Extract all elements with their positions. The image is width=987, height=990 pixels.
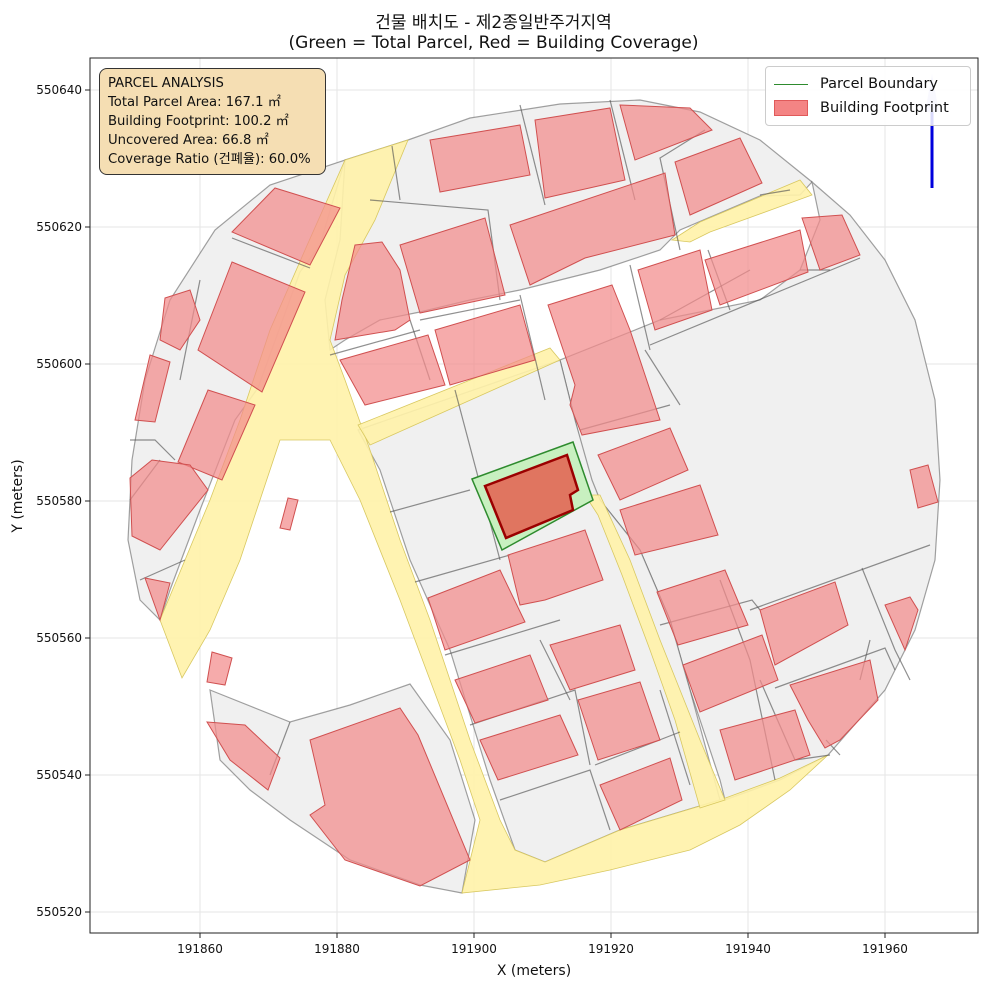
building-coverage — [483, 453, 580, 540]
building — [309, 707, 471, 887]
building — [177, 389, 256, 481]
x-tick-label: 191860 — [177, 942, 223, 956]
x-tick-label: 191920 — [588, 942, 634, 956]
building — [479, 714, 579, 781]
road-diagonal-west — [159, 139, 829, 894]
info-footprint: Building Footprint: 100.2 ㎡ — [108, 114, 289, 129]
info-heading: PARCEL ANALYSIS — [108, 76, 224, 91]
building — [339, 334, 446, 406]
legend-label: Building Footprint — [820, 100, 949, 116]
y-tick-label: 550640 — [36, 83, 82, 97]
building — [719, 709, 811, 781]
building — [206, 721, 281, 791]
target-parcel[interactable] — [471, 441, 594, 552]
building-fill-swatch — [774, 100, 808, 116]
parcel-analysis-box: PARCEL ANALYSIS Total Parcel Area: 167.1… — [99, 68, 326, 175]
legend-item-building: Building Footprint — [774, 98, 949, 118]
building — [637, 249, 713, 331]
roads — [159, 139, 829, 894]
road-north-east — [670, 179, 813, 243]
building — [577, 681, 661, 761]
info-coverage: Coverage Ratio (건폐율): 60.0% — [108, 152, 311, 167]
building — [434, 304, 536, 386]
building — [144, 577, 171, 622]
building — [159, 289, 201, 351]
y-tick-label: 550540 — [36, 768, 82, 782]
building — [549, 624, 636, 691]
y-tick-label: 550600 — [36, 357, 82, 371]
legend: Parcel Boundary Building Footprint — [765, 66, 971, 126]
y-tick-labels: 550520 550540 550560 550580 550600 55062… — [36, 83, 82, 919]
page-subtitle: (Green = Total Parcel, Red = Building Co… — [288, 33, 699, 53]
building — [134, 354, 171, 423]
x-tick-label: 191960 — [862, 942, 908, 956]
building — [759, 581, 849, 666]
building — [206, 651, 233, 686]
building — [599, 757, 683, 831]
building — [429, 124, 531, 193]
building — [909, 464, 939, 509]
building — [682, 634, 779, 713]
building — [597, 427, 689, 501]
y-tick-label: 550580 — [36, 494, 82, 508]
building — [884, 596, 919, 652]
building — [704, 229, 809, 306]
y-tick-label: 550620 — [36, 220, 82, 234]
building — [427, 569, 526, 651]
page-title: 건물 배치도 - 제2종일반주거지역 — [375, 13, 612, 33]
building — [129, 459, 209, 551]
y-tick-label: 550560 — [36, 631, 82, 645]
building — [454, 654, 549, 724]
info-total-area: Total Parcel Area: 167.1 ㎡ — [108, 95, 281, 110]
building — [534, 107, 626, 199]
building — [674, 137, 763, 216]
x-tick-label: 191940 — [725, 942, 771, 956]
plot-frame — [89, 57, 979, 934]
legend-item-parcel: Parcel Boundary — [774, 74, 938, 94]
building — [509, 172, 676, 286]
parcel-line-swatch — [774, 83, 808, 85]
info-uncovered: Uncovered Area: 66.8 ㎡ — [108, 133, 269, 148]
building — [507, 529, 604, 606]
building — [619, 484, 719, 556]
y-tick-label: 550520 — [36, 905, 82, 919]
building — [197, 261, 306, 393]
tick-marks — [85, 89, 886, 938]
legend-label: Parcel Boundary — [820, 76, 938, 92]
x-tick-label: 191880 — [314, 942, 360, 956]
building — [656, 569, 749, 646]
building — [279, 497, 299, 531]
building — [399, 217, 506, 314]
building-footprints — [129, 104, 939, 887]
building — [619, 104, 713, 161]
x-tick-label: 191900 — [451, 942, 497, 956]
y-axis-label: Y (meters) — [10, 459, 26, 533]
building — [547, 284, 661, 436]
road-east-spur — [584, 494, 726, 809]
building — [789, 659, 879, 749]
x-axis-label: X (meters) — [497, 963, 571, 979]
building — [801, 214, 861, 271]
x-tick-labels: 191860 191880 191900 191920 191940 19196… — [177, 942, 908, 956]
building — [231, 187, 341, 266]
building — [334, 241, 411, 341]
